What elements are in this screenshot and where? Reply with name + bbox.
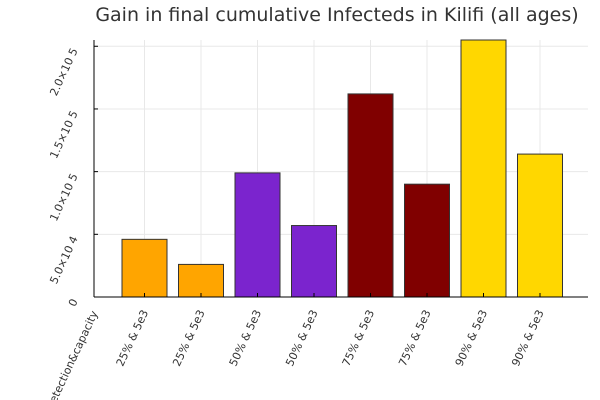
x-tick-label: 50% & 5e3 [227,308,264,369]
bar [121,238,168,298]
bar [291,225,337,298]
y-tick-label: 1.0×10 5 [47,171,80,223]
x-tick-labels: 25% & 5e3 25% & 5e3 50% & 5e3 50% & 5e3 75% … [114,293,547,368]
bar [517,153,563,298]
y-tick-labels: 0 5.0×10 4 1.0×10 5 1.5×10 5 2.0×10 5 [47,45,98,309]
y-tick-label: 2.0×10 5 [47,46,80,98]
bar [460,39,507,298]
y-tick-label: 1.5×10 5 [47,109,80,161]
bar-layer [121,39,563,298]
bar [178,263,224,298]
chart-title: Gain in final cumulative Infecteds in Ki… [95,4,578,26]
x-tick-label: 50% & 5e3 [283,308,320,369]
axis-layer [93,40,588,298]
x-tick-label: 75% & 5e3 [340,308,377,369]
bar [234,172,281,298]
x-tick-label: 25% & 5e3 [170,308,207,369]
x-axis-label: detection&capacity [44,308,101,400]
y-tick-label: 0 [66,297,81,309]
y-tick-label: 5.0×10 4 [47,234,80,286]
x-tick-label: 90% & 5e3 [509,308,546,369]
x-tick-label: 25% & 5e3 [114,308,151,369]
grid-layer [94,40,588,298]
bar [347,93,394,298]
x-tick-label: 90% & 5e3 [453,308,490,369]
x-tick-label: 75% & 5e3 [396,308,433,369]
bar [404,183,450,298]
